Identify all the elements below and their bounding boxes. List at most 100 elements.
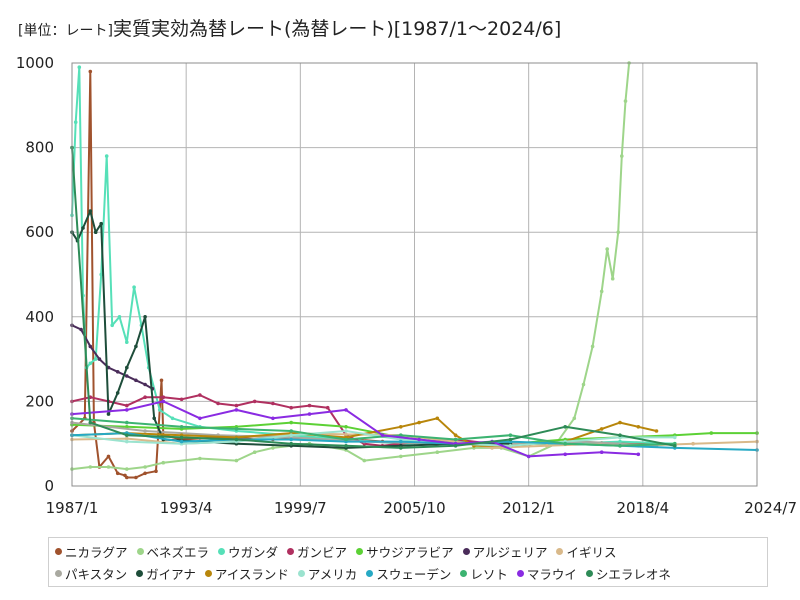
series-point: [161, 399, 166, 404]
series-point: [618, 444, 622, 448]
series-line: [71, 210, 511, 449]
series-point: [307, 403, 312, 408]
series-point: [179, 425, 184, 429]
series-point: [289, 433, 294, 438]
series-point: [252, 450, 257, 455]
series-point: [526, 454, 531, 459]
series-point: [79, 327, 83, 332]
y-tick-label: 800: [25, 139, 54, 157]
x-tick-label: 2005/10: [383, 499, 445, 517]
series-point: [344, 432, 348, 437]
series-point: [125, 475, 129, 480]
series-point: [161, 395, 166, 400]
legend-swatch: [297, 569, 305, 577]
series-point: [618, 420, 622, 425]
series-point: [289, 429, 294, 433]
series-line: [71, 394, 529, 447]
legend-row: ニカラグア ベネズエラ ウガンダ ガンビア サウジアラビア アルジェリア イギリス: [55, 540, 761, 562]
series-point: [563, 441, 567, 446]
legend-item: ガンビア: [287, 542, 347, 561]
series-point: [610, 276, 615, 281]
series-point: [143, 429, 147, 433]
legend-swatch: [460, 569, 468, 577]
legend-label: レソト: [470, 566, 508, 582]
series-point: [289, 437, 294, 442]
legend-label: ガンビア: [297, 544, 348, 560]
series-point: [117, 315, 122, 319]
legend-swatch: [287, 547, 295, 555]
series-point: [88, 361, 93, 366]
series-point: [618, 439, 622, 444]
series-point: [307, 412, 312, 416]
chart-unit: [単位：レート]: [18, 23, 113, 39]
legend-label: サウジアラビア: [366, 544, 454, 560]
series-point: [106, 454, 111, 459]
series-point: [417, 420, 421, 425]
series-point: [599, 427, 604, 431]
x-tick-label: 2024/7: [744, 499, 797, 517]
chart-main-title: 実質実効為替レート(為替レート)[1987/1〜2024/6]: [112, 18, 562, 40]
series-8: [70, 209, 513, 450]
y-tick-label: 0: [44, 477, 54, 495]
series-point: [125, 403, 129, 408]
legend-swatch: [136, 547, 144, 555]
series-5: [70, 323, 155, 391]
series-line: [71, 324, 153, 390]
series-point: [325, 405, 330, 410]
series-point: [152, 416, 156, 421]
series-point: [216, 401, 220, 406]
legend-label: アルジェリア: [472, 544, 548, 560]
series-point: [344, 425, 348, 429]
series-point: [106, 412, 111, 416]
legend-label: スウェーデン: [376, 566, 452, 582]
series-point: [453, 433, 458, 438]
series-point: [115, 391, 120, 395]
series-point: [399, 454, 403, 459]
legend-item: ウガンダ: [218, 542, 278, 561]
series-point: [623, 99, 628, 103]
series-point: [289, 441, 294, 446]
series-point: [81, 226, 85, 230]
legend-item: ガイアナ: [136, 564, 196, 583]
legend-swatch: [55, 547, 62, 555]
line-chart: 0 200 400 600 800 1000 1987/1 1993/4 1999/7 2005…: [16, 54, 797, 517]
series-point: [77, 65, 82, 69]
series-point: [545, 444, 549, 448]
series-point: [179, 439, 184, 444]
series-point: [134, 475, 138, 480]
series-point: [709, 431, 714, 435]
legend-label: アメリカ: [307, 566, 358, 582]
series-point: [170, 416, 175, 421]
legend-item: スウェーデン: [366, 564, 451, 583]
series-point: [362, 458, 367, 463]
legend-swatch: [356, 547, 364, 555]
x-tick-label: 2012/1: [502, 499, 555, 517]
series-point: [99, 272, 103, 277]
series-point: [97, 357, 102, 361]
series-point: [93, 357, 98, 361]
legend-label: ウガンダ: [228, 544, 279, 560]
legend-label: アイスランド: [214, 566, 289, 582]
series-point: [344, 408, 348, 412]
series-point: [125, 467, 129, 471]
legend-swatch: [55, 569, 62, 577]
series-point: [453, 437, 458, 442]
series-point: [134, 344, 138, 349]
series-point: [125, 340, 129, 345]
series-1: [70, 61, 631, 471]
series-point: [134, 378, 138, 383]
series-line: [71, 70, 657, 479]
series-point: [132, 285, 136, 290]
series-point: [490, 446, 494, 450]
legend-row: パキスタン ガイアナ アイスランド アメリカ スウェーデン レソト マラウイ シエラレオネ: [55, 562, 761, 584]
series-point: [581, 382, 586, 387]
series-point: [110, 323, 114, 328]
series-point: [159, 378, 164, 383]
legend-label: ニカラグア: [65, 544, 128, 560]
series-point: [143, 315, 147, 319]
series-point: [271, 416, 275, 421]
legend-swatch: [218, 547, 226, 555]
series-0: [70, 69, 659, 480]
series-point: [93, 230, 98, 234]
series-13: [70, 399, 641, 459]
